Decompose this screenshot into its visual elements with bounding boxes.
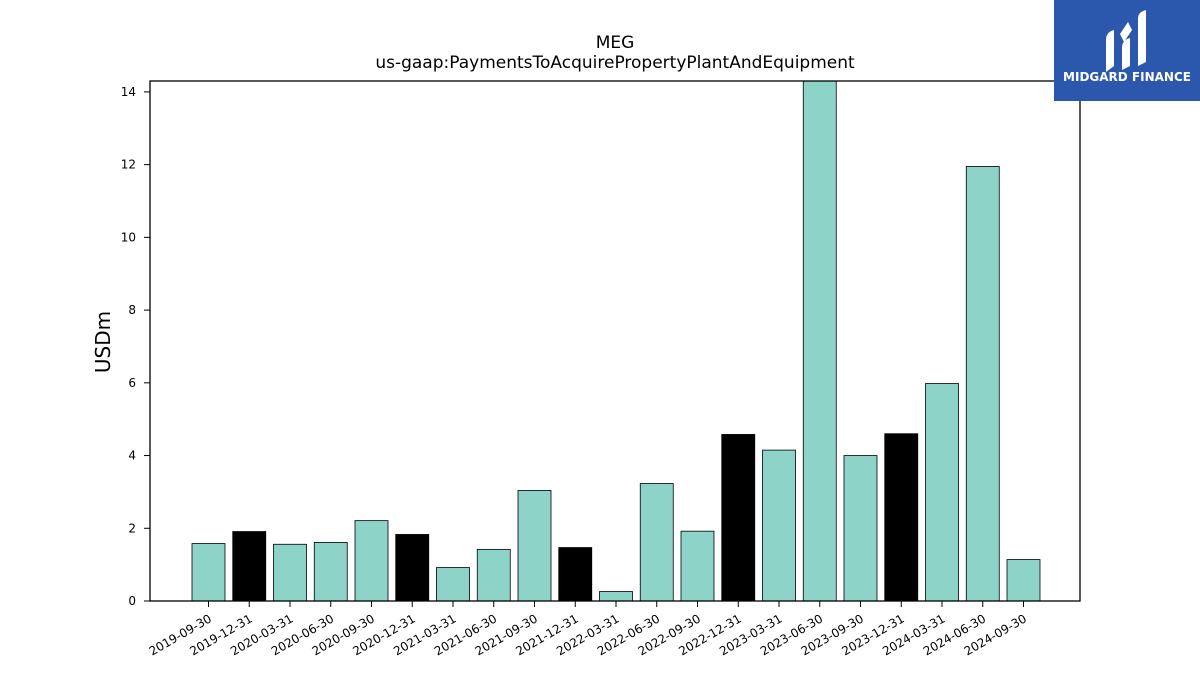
bar-2022-06-30 — [639, 483, 674, 602]
bar-2020-03-31 — [273, 543, 307, 602]
y-axis-label: USDm — [91, 311, 115, 373]
midgard-finance-logo-icon — [1106, 10, 1146, 72]
bar-2024-03-31 — [925, 383, 959, 602]
y-tick-label: 14 — [121, 85, 136, 99]
plot-frame — [149, 80, 1081, 602]
bar-2023-12-31 — [884, 433, 919, 602]
y-axis: 0 2 4 6 8 10 12 14 — [121, 85, 150, 608]
chart-title: MEG — [596, 33, 635, 53]
bar-2019-09-30 — [191, 543, 226, 602]
bar-2021-09-30 — [517, 490, 552, 602]
bar-2021-12-31 — [558, 547, 593, 602]
y-tick-label: 10 — [121, 230, 136, 244]
y-tick-label: 8 — [128, 303, 136, 317]
brand-logo: MIDGARD FINANCE — [1054, 0, 1200, 101]
bar-2020-06-30 — [313, 542, 348, 602]
brand-name: MIDGARD FINANCE — [1063, 70, 1191, 84]
y-tick-label: 12 — [121, 158, 136, 172]
bar-2022-03-31 — [599, 591, 633, 602]
bar-2022-12-31 — [721, 434, 756, 602]
bar-group — [191, 80, 1041, 602]
bar-2019-12-31 — [232, 531, 267, 602]
x-axis: 2019-09-302019-12-312020-03-312020-06-30… — [147, 601, 1029, 658]
bar-2024-06-30 — [965, 166, 1000, 602]
bar-2021-03-31 — [436, 567, 470, 602]
bar-2023-03-31 — [762, 449, 796, 602]
bar-2020-09-30 — [354, 520, 389, 602]
bar-2021-06-30 — [476, 548, 511, 602]
bar-2024-09-30 — [1006, 559, 1041, 602]
bar-2020-12-31 — [395, 534, 430, 602]
y-tick-label: 2 — [128, 521, 136, 535]
bar-2022-09-30 — [680, 530, 715, 602]
chart-subtitle: us-gaap:PaymentsToAcquirePropertyPlantAn… — [375, 53, 855, 73]
y-tick-label: 0 — [128, 594, 136, 608]
bar-2023-06-30 — [802, 80, 837, 602]
y-tick-label: 4 — [128, 449, 136, 463]
bar-2023-09-30 — [843, 455, 878, 602]
y-tick-label: 6 — [128, 376, 136, 390]
